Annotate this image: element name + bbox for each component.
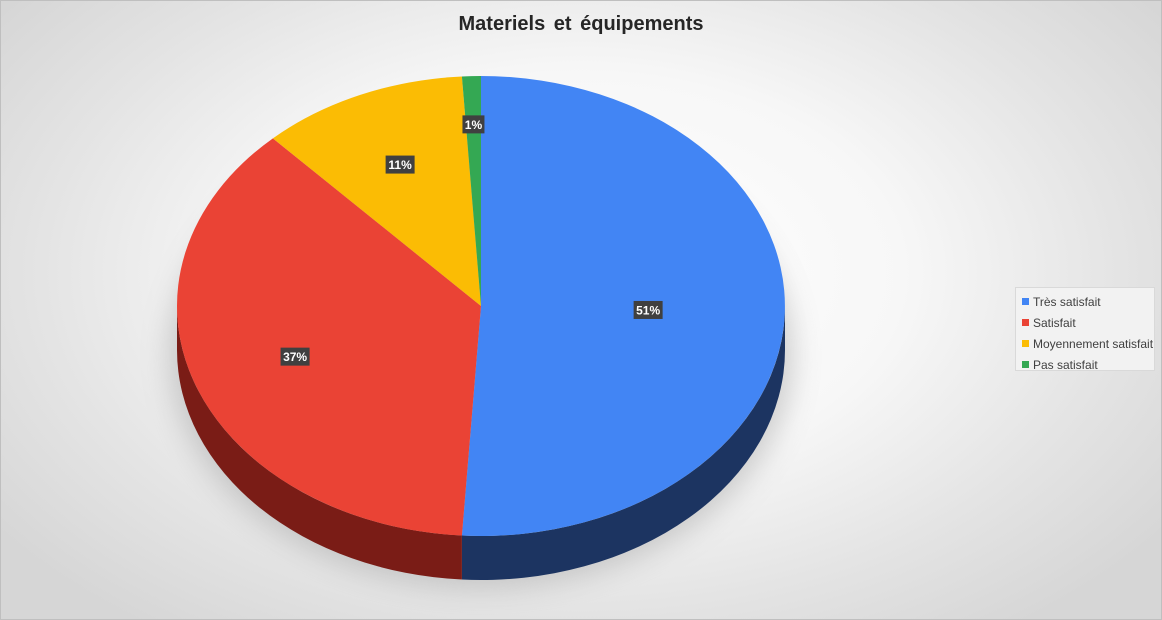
legend-label: Satisfait: [1033, 315, 1076, 330]
data-label-bg: [633, 300, 663, 319]
legend-item-moyennement-satisfait: Moyennement satisfait: [1022, 333, 1154, 354]
pie-sides: [177, 306, 786, 581]
data-label: 11%: [388, 158, 412, 172]
legend: Très satisfait Satisfait Moyennement sat…: [1015, 287, 1155, 372]
pie-side-1: [177, 306, 462, 580]
legend-swatch: [1022, 361, 1029, 368]
pie-slice-2: [272, 76, 481, 306]
data-label: 51%: [636, 303, 660, 317]
legend-item-tres-satisfait: Très satisfait: [1022, 291, 1154, 312]
data-label-bg: [462, 115, 485, 134]
data-label-bg: [385, 155, 415, 174]
legend-swatch: [1022, 340, 1029, 347]
legend-swatch: [1022, 319, 1029, 326]
legend-item-satisfait: Satisfait: [1022, 312, 1154, 333]
pie-slice-3: [461, 75, 481, 306]
legend-swatch: [1022, 298, 1029, 305]
legend-label: Moyennement satisfait: [1033, 336, 1154, 351]
pie-slice-0: [461, 76, 785, 536]
data-label: 37%: [283, 350, 307, 364]
legend-label: Très satisfait: [1033, 294, 1101, 309]
legend-label: Pas satisfait: [1033, 357, 1098, 372]
pie-side-0: [461, 306, 786, 581]
pie-slice-1: [177, 138, 481, 536]
data-label: 1%: [465, 118, 483, 132]
legend-item-pas-satisfait: Pas satisfait: [1022, 354, 1154, 375]
chart-title: Materiels et équipements: [458, 13, 704, 35]
data-label-bg: [280, 347, 310, 366]
